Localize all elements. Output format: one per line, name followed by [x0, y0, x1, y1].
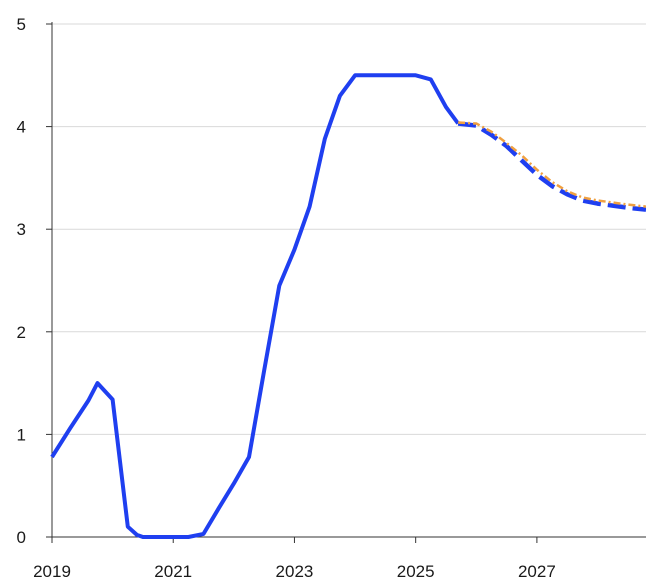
x-tick-label-0: 2019: [33, 562, 71, 581]
series-line-0-solid: [50, 73, 460, 539]
series-line-1-dashed: [457, 121, 646, 212]
y-tick-label-0: 0: [17, 528, 26, 547]
x-tick-label-4: 2027: [518, 562, 556, 581]
axes: [46, 22, 646, 543]
gridlines: [52, 23, 646, 435]
series-group: [50, 73, 646, 539]
y-tick-label-5: 5: [17, 15, 26, 34]
series-line-2-dash-dot: [458, 121, 646, 208]
y-tick-label-1: 1: [17, 425, 26, 444]
x-tick-label-3: 2025: [397, 562, 435, 581]
y-tick-label-2: 2: [17, 323, 26, 342]
tick-labels: 0 1 2 3 4 5 2019 2021 2023 2025 2027: [17, 15, 556, 581]
y-tick-label-4: 4: [17, 118, 26, 137]
x-tick-label-1: 2021: [154, 562, 192, 581]
y-tick-label-3: 3: [17, 220, 26, 239]
x-tick-label-2: 2023: [276, 562, 314, 581]
